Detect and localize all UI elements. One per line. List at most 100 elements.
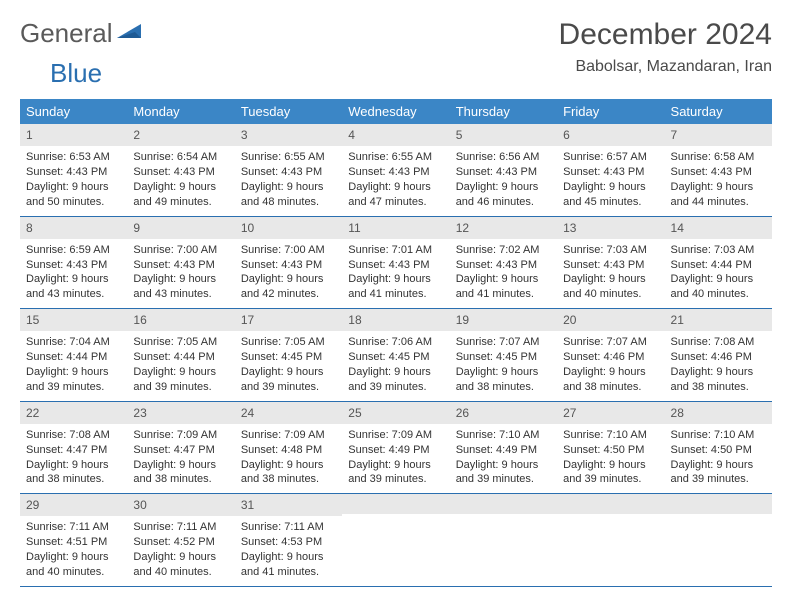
logo: General [20, 18, 145, 49]
weekday-header: Thursday [450, 99, 557, 124]
day-body: Sunrise: 7:03 AMSunset: 4:43 PMDaylight:… [557, 239, 664, 308]
weekday-header: Wednesday [342, 99, 449, 124]
calendar-day-cell: 28Sunrise: 7:10 AMSunset: 4:50 PMDayligh… [665, 401, 772, 494]
calendar-day-cell: 23Sunrise: 7:09 AMSunset: 4:47 PMDayligh… [127, 401, 234, 494]
calendar-day-cell: 27Sunrise: 7:10 AMSunset: 4:50 PMDayligh… [557, 401, 664, 494]
sunrise-text: Sunrise: 7:11 AM [241, 520, 336, 535]
calendar-day-cell: 30Sunrise: 7:11 AMSunset: 4:52 PMDayligh… [127, 494, 234, 587]
daylight-text: Daylight: 9 hours and 38 minutes. [133, 458, 228, 488]
location: Babolsar, Mazandaran, Iran [559, 58, 772, 76]
calendar-day-cell [557, 494, 664, 587]
weekday-header: Tuesday [235, 99, 342, 124]
sunrise-text: Sunrise: 6:59 AM [26, 243, 121, 258]
calendar-day-cell: 3Sunrise: 6:55 AMSunset: 4:43 PMDaylight… [235, 124, 342, 216]
sunrise-text: Sunrise: 7:08 AM [26, 428, 121, 443]
daylight-text: Daylight: 9 hours and 38 minutes. [563, 365, 658, 395]
day-number: 23 [127, 402, 234, 424]
day-body: Sunrise: 7:01 AMSunset: 4:43 PMDaylight:… [342, 239, 449, 308]
sunset-text: Sunset: 4:52 PM [133, 535, 228, 550]
calendar-week-row: 22Sunrise: 7:08 AMSunset: 4:47 PMDayligh… [20, 401, 772, 494]
sunset-text: Sunset: 4:43 PM [348, 258, 443, 273]
sunrise-text: Sunrise: 7:11 AM [26, 520, 121, 535]
sunset-text: Sunset: 4:45 PM [348, 350, 443, 365]
calendar-week-row: 8Sunrise: 6:59 AMSunset: 4:43 PMDaylight… [20, 216, 772, 309]
daylight-text: Daylight: 9 hours and 39 minutes. [456, 458, 551, 488]
sunset-text: Sunset: 4:43 PM [133, 258, 228, 273]
daylight-text: Daylight: 9 hours and 38 minutes. [26, 458, 121, 488]
day-body: Sunrise: 7:09 AMSunset: 4:49 PMDaylight:… [342, 424, 449, 493]
calendar-day-cell: 13Sunrise: 7:03 AMSunset: 4:43 PMDayligh… [557, 216, 664, 309]
day-number: 16 [127, 309, 234, 331]
logo-text-blue: Blue [50, 58, 102, 89]
sunrise-text: Sunrise: 7:10 AM [671, 428, 766, 443]
sunset-text: Sunset: 4:43 PM [26, 165, 121, 180]
daylight-text: Daylight: 9 hours and 39 minutes. [348, 365, 443, 395]
sunset-text: Sunset: 4:43 PM [241, 258, 336, 273]
day-number: 17 [235, 309, 342, 331]
day-body: Sunrise: 7:05 AMSunset: 4:44 PMDaylight:… [127, 331, 234, 400]
weekday-header-row: Sunday Monday Tuesday Wednesday Thursday… [20, 99, 772, 124]
day-number: 15 [20, 309, 127, 331]
day-number: 6 [557, 124, 664, 146]
day-body: Sunrise: 6:55 AMSunset: 4:43 PMDaylight:… [342, 146, 449, 215]
sunrise-text: Sunrise: 7:00 AM [241, 243, 336, 258]
daylight-text: Daylight: 9 hours and 47 minutes. [348, 180, 443, 210]
day-body: Sunrise: 6:56 AMSunset: 4:43 PMDaylight:… [450, 146, 557, 215]
day-number: 26 [450, 402, 557, 424]
day-body: Sunrise: 6:59 AMSunset: 4:43 PMDaylight:… [20, 239, 127, 308]
sunrise-text: Sunrise: 6:58 AM [671, 150, 766, 165]
sunrise-text: Sunrise: 6:54 AM [133, 150, 228, 165]
sunrise-text: Sunrise: 7:05 AM [241, 335, 336, 350]
day-number: 8 [20, 217, 127, 239]
daylight-text: Daylight: 9 hours and 38 minutes. [671, 365, 766, 395]
day-body: Sunrise: 6:55 AMSunset: 4:43 PMDaylight:… [235, 146, 342, 215]
calendar-day-cell: 24Sunrise: 7:09 AMSunset: 4:48 PMDayligh… [235, 401, 342, 494]
sunset-text: Sunset: 4:49 PM [348, 443, 443, 458]
sunrise-text: Sunrise: 6:55 AM [241, 150, 336, 165]
day-body: Sunrise: 7:11 AMSunset: 4:53 PMDaylight:… [235, 516, 342, 585]
sunset-text: Sunset: 4:47 PM [26, 443, 121, 458]
sunset-text: Sunset: 4:47 PM [133, 443, 228, 458]
sunset-text: Sunset: 4:43 PM [563, 165, 658, 180]
sunrise-text: Sunrise: 7:03 AM [671, 243, 766, 258]
sunset-text: Sunset: 4:43 PM [348, 165, 443, 180]
day-body: Sunrise: 6:53 AMSunset: 4:43 PMDaylight:… [20, 146, 127, 215]
sunset-text: Sunset: 4:45 PM [241, 350, 336, 365]
sunrise-text: Sunrise: 7:05 AM [133, 335, 228, 350]
daylight-text: Daylight: 9 hours and 40 minutes. [563, 272, 658, 302]
day-body: Sunrise: 7:00 AMSunset: 4:43 PMDaylight:… [127, 239, 234, 308]
sunrise-text: Sunrise: 7:08 AM [671, 335, 766, 350]
sunset-text: Sunset: 4:48 PM [241, 443, 336, 458]
day-number: 5 [450, 124, 557, 146]
daylight-text: Daylight: 9 hours and 40 minutes. [26, 550, 121, 580]
sunset-text: Sunset: 4:46 PM [671, 350, 766, 365]
daylight-text: Daylight: 9 hours and 43 minutes. [133, 272, 228, 302]
daylight-text: Daylight: 9 hours and 50 minutes. [26, 180, 121, 210]
daylight-text: Daylight: 9 hours and 43 minutes. [26, 272, 121, 302]
sunrise-text: Sunrise: 7:06 AM [348, 335, 443, 350]
day-number: 7 [665, 124, 772, 146]
day-number: 30 [127, 494, 234, 516]
sunrise-text: Sunrise: 7:03 AM [563, 243, 658, 258]
calendar-day-cell: 10Sunrise: 7:00 AMSunset: 4:43 PMDayligh… [235, 216, 342, 309]
day-body: Sunrise: 7:05 AMSunset: 4:45 PMDaylight:… [235, 331, 342, 400]
day-number: 11 [342, 217, 449, 239]
daylight-text: Daylight: 9 hours and 45 minutes. [563, 180, 658, 210]
sunrise-text: Sunrise: 7:09 AM [348, 428, 443, 443]
calendar-day-cell: 6Sunrise: 6:57 AMSunset: 4:43 PMDaylight… [557, 124, 664, 216]
calendar-week-row: 29Sunrise: 7:11 AMSunset: 4:51 PMDayligh… [20, 494, 772, 587]
calendar-day-cell: 21Sunrise: 7:08 AMSunset: 4:46 PMDayligh… [665, 309, 772, 402]
day-number: 18 [342, 309, 449, 331]
calendar-week-row: 1Sunrise: 6:53 AMSunset: 4:43 PMDaylight… [20, 124, 772, 216]
sunset-text: Sunset: 4:46 PM [563, 350, 658, 365]
calendar-day-cell: 22Sunrise: 7:08 AMSunset: 4:47 PMDayligh… [20, 401, 127, 494]
day-body: Sunrise: 7:11 AMSunset: 4:52 PMDaylight:… [127, 516, 234, 585]
daylight-text: Daylight: 9 hours and 42 minutes. [241, 272, 336, 302]
sunset-text: Sunset: 4:45 PM [456, 350, 551, 365]
calendar-day-cell: 14Sunrise: 7:03 AMSunset: 4:44 PMDayligh… [665, 216, 772, 309]
sunset-text: Sunset: 4:49 PM [456, 443, 551, 458]
calendar-day-cell: 9Sunrise: 7:00 AMSunset: 4:43 PMDaylight… [127, 216, 234, 309]
day-number: 1 [20, 124, 127, 146]
calendar-day-cell: 15Sunrise: 7:04 AMSunset: 4:44 PMDayligh… [20, 309, 127, 402]
calendar-day-cell: 25Sunrise: 7:09 AMSunset: 4:49 PMDayligh… [342, 401, 449, 494]
